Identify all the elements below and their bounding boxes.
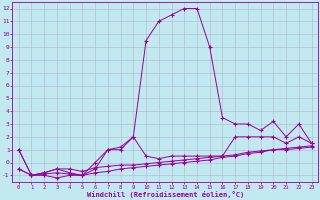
X-axis label: Windchill (Refroidissement éolien,°C): Windchill (Refroidissement éolien,°C) (86, 191, 244, 198)
